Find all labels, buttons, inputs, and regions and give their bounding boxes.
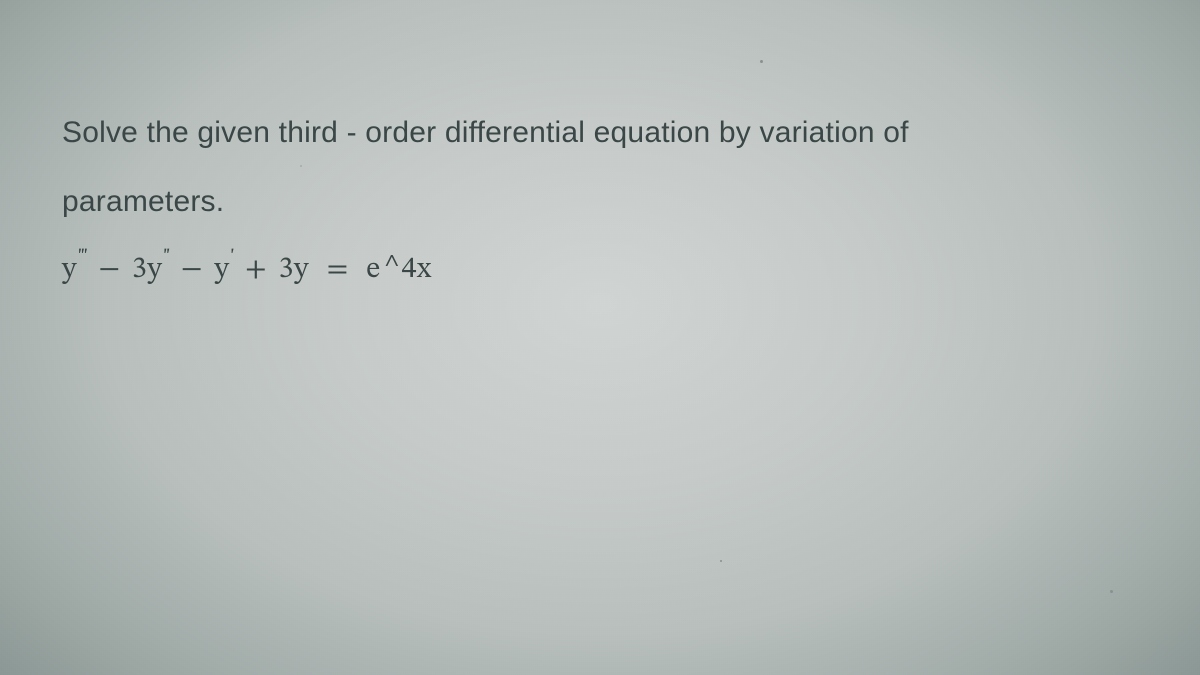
eq-rhs-base: e <box>366 255 380 285</box>
eq-term3-var: y <box>214 255 229 285</box>
dust-speck <box>760 60 763 63</box>
eq-term1-var: y <box>62 255 77 285</box>
equation: y''' − 3y'' − y' + 3y = e^4x <box>62 248 1140 289</box>
prompt-text: Solve the given third - order differenti… <box>62 98 1140 236</box>
eq-op1: − <box>98 255 120 285</box>
eq-rhs-caret: ^ <box>385 253 400 283</box>
dust-speck <box>720 560 722 562</box>
dust-speck <box>1110 590 1113 593</box>
eq-rhs-exp: 4x <box>402 255 432 285</box>
eq-equals: = <box>327 255 349 285</box>
eq-term4-coef: 3 <box>279 255 294 285</box>
eq-term4-var: y <box>294 255 309 285</box>
eq-term2-primes: '' <box>163 248 169 269</box>
problem-block: Solve the given third - order differenti… <box>62 98 1140 289</box>
prompt-line-1: Solve the given third - order differenti… <box>62 116 909 149</box>
dust-speck <box>300 165 302 167</box>
eq-term2-coef: 3 <box>132 255 147 285</box>
eq-op2: − <box>181 255 203 285</box>
eq-term2-var: y <box>147 255 162 285</box>
eq-term3-primes: ' <box>230 248 233 269</box>
eq-op3: + <box>245 255 267 285</box>
eq-term1-primes: ''' <box>78 248 87 269</box>
prompt-line-2: parameters. <box>62 185 224 218</box>
